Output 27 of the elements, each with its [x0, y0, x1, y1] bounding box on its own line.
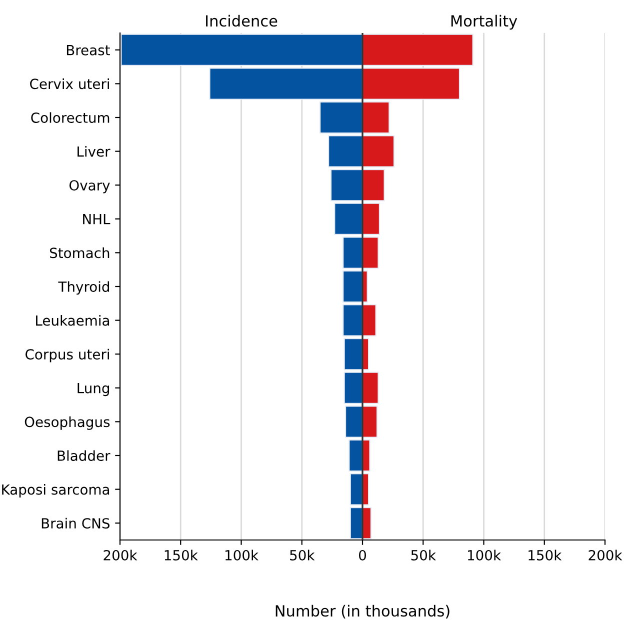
series-label: Incidence	[206, 14, 278, 27]
y-tick-label: Ovary	[69, 180, 110, 194]
x-tick-label: 100k	[226, 550, 258, 560]
x-tick-label: 150k	[164, 550, 198, 560]
y-tick-label: Brain CNS	[42, 518, 110, 529]
x-tick-label: 150k	[528, 550, 562, 560]
x-tick-label: 0	[358, 550, 366, 560]
y-tick-label: Leukaemia	[36, 315, 110, 326]
y-tick-label: Colorectum	[31, 112, 110, 123]
y-tick-label: Liver	[78, 146, 110, 157]
y-tick-label: Breast	[66, 45, 110, 56]
y-tick-label: Bladder	[58, 450, 110, 461]
x-tick-label: 200k	[104, 550, 138, 560]
y-tick-label: Thyroid	[58, 281, 110, 295]
x-axis-title: Number (in thousands)	[276, 604, 450, 618]
x-tick-label: 200k	[588, 550, 622, 560]
series-label: Mortality	[451, 14, 518, 30]
y-tick-label: Corpus uteri	[26, 348, 109, 362]
y-tick-label: Stomach	[50, 247, 110, 258]
y-tick-label: Cervix uteri	[30, 78, 109, 90]
x-tick-label: 50k	[411, 550, 436, 560]
y-tick-label: Kaposi sarcoma	[2, 484, 110, 498]
y-tick-label: NHL	[83, 214, 110, 224]
x-tick-label: 100k	[468, 550, 501, 560]
x-tick-label: 50k	[290, 550, 315, 560]
y-tick-label: Lung	[78, 383, 110, 396]
y-tick-label: Oesophagus	[24, 416, 110, 430]
